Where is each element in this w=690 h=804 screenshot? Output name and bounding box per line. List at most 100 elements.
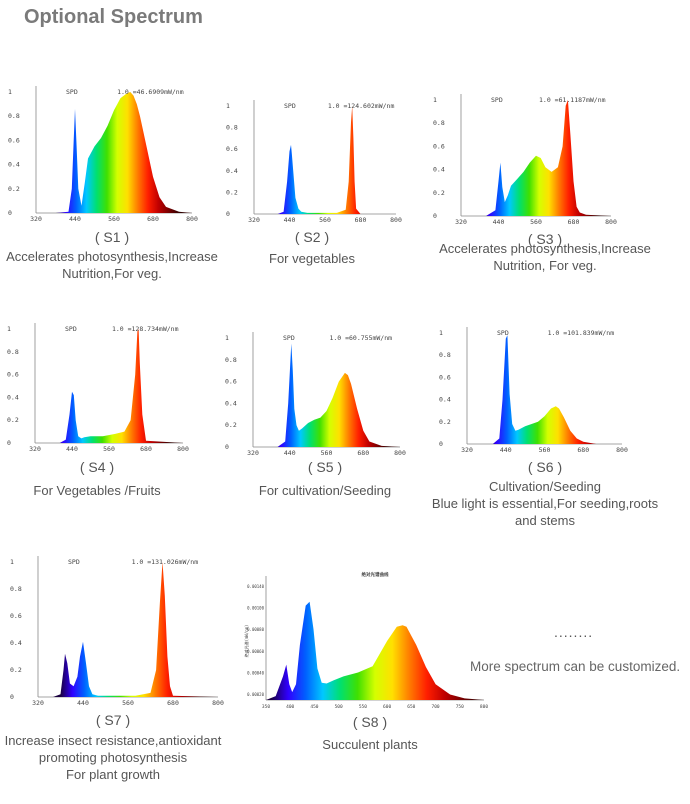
chart-description: Accelerates photosynthesis,Increase Nutr… [0,248,224,282]
chart-id: ( S5 ) [307,459,343,475]
spectrum-area [53,562,218,697]
spectrum-chart-s2: 1 0.8 0.6 0.4 0.2 0 320 440 560 680 800 SPD 1.0 =124… [226,100,402,224]
y-tick-label: 1 [226,102,230,110]
x-tick-label: 650 [407,704,415,710]
chart-description: For vegetables [212,250,412,267]
caption-block-s4: ( S4 ) For Vegetables /Fruits [0,459,194,499]
chart-description: Accelerates photosynthesis,Increase Nutr… [430,240,660,274]
y-tick-label: 0 [439,440,443,448]
spd-label: SPD [491,96,503,104]
x-tick-label: 800 [390,216,402,224]
x-tick-label: 440 [500,446,512,454]
spd-label: SPD [284,102,296,110]
y-tick-label: 0.4 [439,396,451,404]
chart-description: For Vegetables /Fruits [0,482,194,499]
y-tick-label: 0.2 [225,421,237,429]
spd-label: SPD [283,334,295,342]
x-tick-label: 500 [335,704,343,710]
x-tick-label: 700 [431,704,439,710]
spectrum-chart-s8: 0.00140 0.00100 0.00080 0.00060 0.00040 0.000… [243,571,488,710]
spectrum-chart-s1: 1 0.8 0.6 0.4 0.2 0 320 440 560 680 800 SPD 1.0 =46.… [8,86,198,223]
spectrum-area [55,92,192,213]
spectrum-area [277,106,396,214]
description-line: Succulent plants [322,737,418,752]
x-tick-label: 680 [147,215,159,223]
chart-id: ( S2 ) [294,229,330,245]
x-tick-label: 320 [455,218,467,226]
y-tick-label: 1 [10,558,14,566]
x-tick-label: 320 [461,446,473,454]
spd-label: SPD [497,329,509,337]
x-tick-label: 560 [122,699,134,707]
x-tick-label: 560 [108,215,120,223]
peak-label: 1.0 =60.755mW/nm [329,334,392,342]
x-tick-label: 350 [262,704,270,710]
x-tick-label: 440 [493,218,505,226]
y-tick-label: 0.2 [8,185,20,193]
x-tick-label: 440 [69,215,81,223]
y-tick-label: 0.00140 [247,584,264,589]
description-line: Blue light is essential,For seeding,root… [431,496,659,511]
y-tick-label: 0.00080 [247,627,264,632]
spectrum-area [486,100,611,216]
x-tick-label: 440 [77,699,89,707]
spectrum-chart-s5: 1 0.8 0.6 0.4 0.2 0 320 440 560 680 800 SPD 1.0 =60.… [225,332,406,457]
chart-title: 绝对光谱曲线 [362,571,389,578]
spd-label: SPD [68,558,80,566]
x-tick-label: 680 [167,699,179,707]
y-tick-label: 0.6 [8,136,20,144]
customization-note: More spectrum can be customized. [470,659,681,674]
y-tick-label: 0.00100 [247,606,264,611]
y-tick-label: 0.8 [433,119,445,127]
y-tick-label: 0.4 [225,399,237,407]
x-tick-label: 800 [212,699,224,707]
y-tick-label: 1 [8,88,12,96]
chart-id: ( S3 ) [527,231,563,247]
y-tick-label: 1 [7,325,11,333]
description-line: Nutrition, For veg. [493,258,597,273]
x-tick-label: 320 [32,699,44,707]
x-tick-label: 560 [539,446,551,454]
x-tick-label: 800 [394,449,406,457]
spectrum-area [277,343,400,447]
description-line: Increase insect resistance,antioxidant [4,733,222,748]
y-tick-label: 0.4 [10,639,22,647]
caption-block-s2: ( S2 ) For vegetables [212,229,412,267]
x-tick-label: 440 [66,445,78,453]
x-tick-label: 320 [30,215,42,223]
y-tick-label: 0.00060 [247,649,264,654]
description-line: Accelerates photosynthesis,Increase [6,249,218,264]
spectrum-area [492,335,622,444]
page-title: Optional Spectrum [24,6,203,28]
caption-block-s8: ( S8 ) Succulent plants [290,714,450,753]
spectrum-chart-s4: 1 0.8 0.6 0.4 0.2 0 320 440 560 680 800 SPD 1.0 =128… [7,323,189,453]
ellipsis-dots: ........ [554,624,594,640]
y-tick-label: 0.6 [226,145,238,153]
y-tick-label: 0.4 [7,393,19,401]
y-tick-label: 0.6 [439,373,451,381]
description-line: promoting photosynthesis [38,750,188,765]
description-line: For plant growth [66,767,160,782]
description-line: Nutrition,For veg. [62,266,162,281]
x-tick-label: 800 [177,445,189,453]
x-tick-label: 400 [286,704,294,710]
y-tick-label: 1 [433,96,437,104]
y-tick-label: 0 [433,212,437,220]
x-tick-label: 320 [29,445,41,453]
x-tick-label: 680 [140,445,152,453]
y-tick-label: 1 [225,334,229,342]
chart-id: ( S1 ) [94,229,130,245]
y-tick-label: 0.2 [226,188,238,196]
y-tick-label: 0.00020 [247,692,264,697]
y-axis-label: 绝对光谱(mW/nm) [243,625,249,658]
y-tick-label: 0.6 [7,371,19,379]
chart-description: Increase insect resistance,antioxidant p… [0,732,226,783]
y-tick-label: 0.8 [7,348,19,356]
x-tick-label: 800 [616,446,628,454]
description-line: Accelerates photosynthesis,Increase [439,241,651,256]
x-tick-label: 560 [103,445,115,453]
chart-description: Cultivation/Seeding Blue light is essent… [428,478,662,529]
y-tick-label: 0.4 [8,161,20,169]
chart-id: ( S8 ) [352,714,388,730]
spectrum-area [59,329,184,443]
